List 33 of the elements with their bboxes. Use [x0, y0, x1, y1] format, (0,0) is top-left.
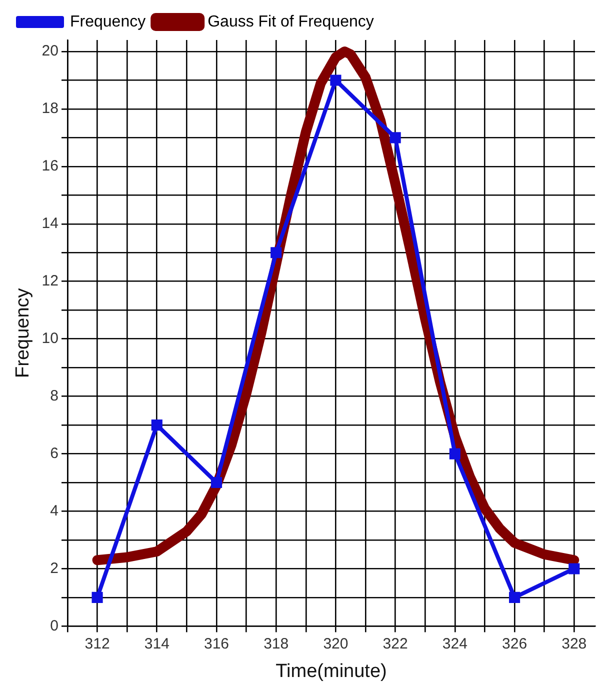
- x-tick-label: 318: [264, 635, 289, 652]
- point: [92, 592, 103, 603]
- y-tick-label: 4: [50, 502, 58, 520]
- legend-label: Gauss Fit of Frequency: [208, 13, 374, 30]
- x-tick-label: 316: [204, 635, 230, 652]
- y-tick-label: 2: [50, 560, 58, 577]
- point: [390, 132, 401, 144]
- point: [151, 420, 162, 431]
- y-tick-label: 0: [50, 617, 58, 634]
- point: [568, 563, 580, 574]
- x-tick-label: 312: [84, 635, 110, 652]
- x-tick-label: 328: [562, 635, 587, 652]
- y-tick-label: 16: [42, 158, 58, 175]
- legend-label: Frequency: [70, 13, 146, 30]
- point: [270, 247, 282, 258]
- point: [330, 74, 342, 86]
- point: [508, 592, 520, 603]
- y-tick-label: 8: [50, 387, 58, 404]
- x-tick-label: 314: [144, 635, 170, 652]
- point: [210, 476, 222, 488]
- x-tick-label: 322: [382, 635, 408, 652]
- y-tick-label: 14: [42, 215, 58, 232]
- y-axis-title: Frequency: [12, 288, 34, 378]
- y-tick-label: 18: [42, 100, 58, 118]
- x-tick-label: 326: [502, 635, 528, 652]
- y-tick-label: 6: [50, 444, 58, 462]
- y-tick-label: 12: [42, 272, 58, 290]
- x-tick-label: 320: [323, 635, 348, 652]
- point: [449, 448, 460, 460]
- y-tick-label: 20: [42, 42, 58, 60]
- y-tick-label: 10: [42, 330, 58, 347]
- x-axis-title: Time(minute): [276, 660, 387, 682]
- x-tick-label: 324: [442, 635, 468, 652]
